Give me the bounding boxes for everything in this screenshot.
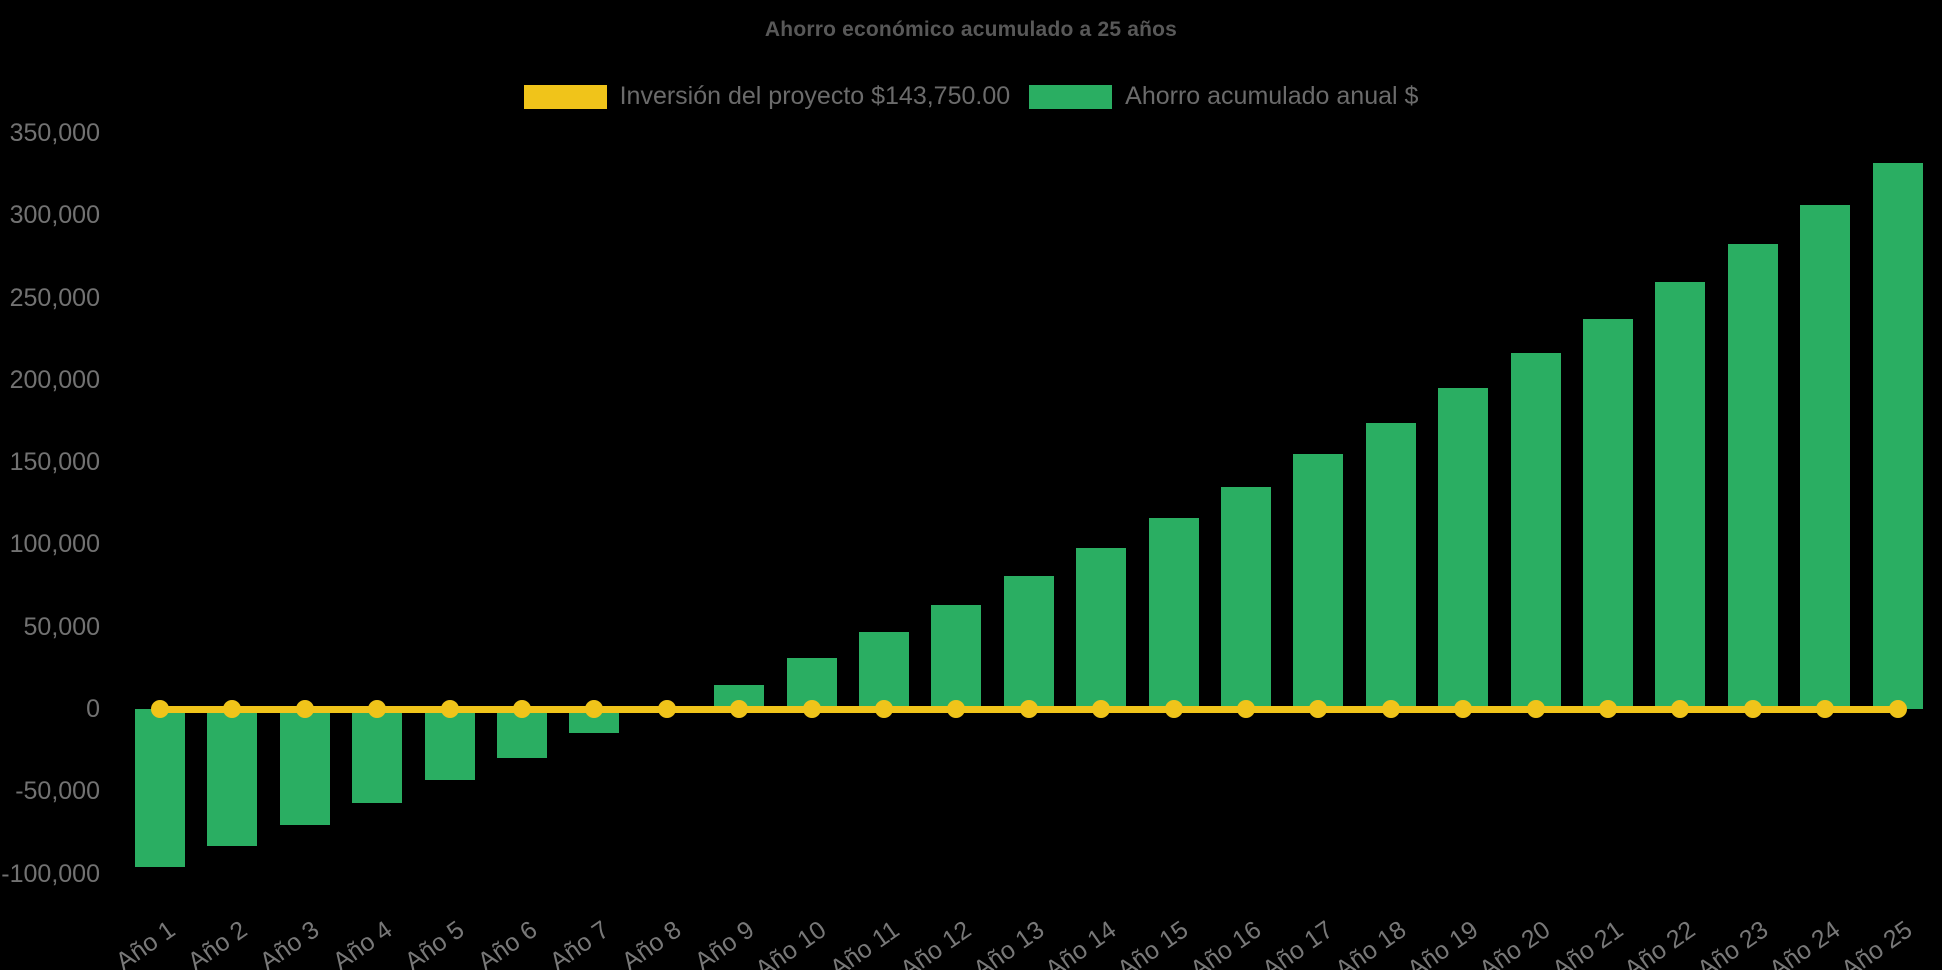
x-axis-tick-label: Año 5 xyxy=(400,915,470,970)
y-axis-tick-label: -100,000 xyxy=(1,859,100,888)
x-axis-tick-label: Año 19 xyxy=(1402,915,1484,970)
x-axis-tick-label: Año 13 xyxy=(967,915,1049,970)
x-axis-tick-label: Año 25 xyxy=(1836,915,1918,970)
x-axis-tick-label: Año 6 xyxy=(472,915,543,970)
investment-line-marker-icon xyxy=(730,700,749,718)
savings-bar xyxy=(1293,453,1344,709)
x-axis-tick-label: Año 8 xyxy=(617,915,687,970)
investment-line-marker-icon xyxy=(875,700,893,718)
investment-line-marker-icon xyxy=(657,700,676,718)
savings-bar xyxy=(207,709,258,847)
investment-line-marker-icon xyxy=(585,700,604,718)
investment-line-marker-icon xyxy=(1743,700,1762,718)
savings-bar xyxy=(424,709,475,781)
savings-bar xyxy=(859,632,909,709)
investment-line-marker-icon xyxy=(1454,700,1473,718)
investment-line-marker-icon xyxy=(1526,700,1545,718)
x-axis-tick-label: Año 4 xyxy=(327,915,398,970)
legend-label-investment: Inversión del proyecto $143,750.00 xyxy=(619,82,1011,110)
savings-bar xyxy=(279,709,330,826)
savings-bar xyxy=(1727,243,1778,709)
investment-line-marker-icon xyxy=(223,700,242,718)
y-axis-tick-label: 150,000 xyxy=(9,448,100,477)
x-axis-tick-label: Año 20 xyxy=(1474,915,1556,970)
x-axis-tick-label: Año 14 xyxy=(1040,915,1122,970)
legend-swatch-savings-icon xyxy=(1029,84,1113,109)
legend-label-savings: Ahorro acumulado anual $ xyxy=(1125,82,1419,110)
x-axis-tick-label: Año 2 xyxy=(182,915,253,970)
y-axis-tick-label: 250,000 xyxy=(9,283,100,312)
savings-bar xyxy=(1510,353,1561,709)
x-axis-tick-label: Año 18 xyxy=(1329,915,1411,970)
x-axis-tick-label: Año 21 xyxy=(1547,915,1629,970)
savings-bar xyxy=(1221,486,1271,709)
investment-line-marker-icon xyxy=(1019,700,1038,718)
chart-title: Ahorro económico acumulado a 25 años xyxy=(764,18,1178,41)
x-axis-tick-label: Año 12 xyxy=(895,915,977,970)
savings-bar xyxy=(1655,281,1706,709)
savings-bar xyxy=(1076,547,1127,709)
investment-line-marker-icon xyxy=(1599,700,1617,718)
legend-swatch-investment-icon xyxy=(523,84,607,109)
investment-line-marker-icon xyxy=(802,700,821,718)
investment-line-marker-icon xyxy=(1888,700,1907,718)
legend: Inversión del proyecto $143,750.00 Ahorr… xyxy=(0,82,1942,111)
savings-bar xyxy=(1148,517,1199,709)
investment-line-marker-icon xyxy=(1671,700,1690,718)
savings-bar xyxy=(1003,576,1054,709)
x-axis-tick-label: Año 15 xyxy=(1112,915,1194,970)
y-axis-tick-label: 0 xyxy=(86,695,100,723)
x-axis-tick-label: Año 1 xyxy=(110,915,181,970)
savings-bar xyxy=(569,709,620,733)
x-axis-tick-label: Año 24 xyxy=(1764,915,1846,970)
savings-bar xyxy=(1438,387,1489,709)
x-axis-tick-label: Año 11 xyxy=(824,915,905,970)
y-axis-tick-label: 100,000 xyxy=(9,530,100,559)
x-axis-tick-label: Año 16 xyxy=(1185,915,1267,970)
x-axis-tick-label: Año 9 xyxy=(689,915,760,970)
y-axis-tick-label: 50,000 xyxy=(23,612,100,641)
legend-item-investment[interactable]: Inversión del proyecto $143,750.00 xyxy=(523,82,1011,111)
x-axis-tick-label: Año 7 xyxy=(544,915,615,970)
savings-bar xyxy=(1365,422,1416,709)
savings-bar xyxy=(352,709,403,804)
investment-line-marker-icon xyxy=(1816,700,1835,718)
investment-line-marker-icon xyxy=(1381,700,1400,718)
y-axis-tick-label: 300,000 xyxy=(9,201,100,230)
investment-line-marker-icon xyxy=(1309,700,1328,718)
savings-bar xyxy=(135,709,185,867)
x-axis-tick-label: Año 3 xyxy=(255,915,325,970)
investment-line-marker-icon xyxy=(1164,700,1183,718)
x-axis-tick-label: Año 17 xyxy=(1257,915,1339,970)
legend-item-savings[interactable]: Ahorro acumulado anual $ xyxy=(1029,82,1418,111)
x-axis-tick-label: Año 23 xyxy=(1691,915,1773,970)
savings-bar xyxy=(931,605,982,709)
investment-line-marker-icon xyxy=(368,700,387,718)
investment-line-marker-icon xyxy=(947,700,966,718)
investment-line-marker-icon xyxy=(440,700,459,718)
investment-line-marker-icon xyxy=(513,700,531,718)
y-axis-tick-label: 350,000 xyxy=(9,118,100,147)
savings-bar xyxy=(1583,318,1633,709)
investment-line-marker-icon xyxy=(1092,700,1111,718)
investment-line-marker-icon xyxy=(151,700,169,718)
savings-bar xyxy=(1872,163,1923,709)
y-axis-tick-label: -50,000 xyxy=(15,777,100,806)
investment-line-marker-icon xyxy=(1237,700,1255,718)
y-axis-tick-label: 200,000 xyxy=(9,365,100,394)
investment-line-marker-icon xyxy=(295,700,314,718)
savings-bar xyxy=(1800,205,1851,709)
x-axis-tick-label: Año 22 xyxy=(1619,915,1701,970)
x-axis-tick-label: Año 10 xyxy=(750,915,832,970)
